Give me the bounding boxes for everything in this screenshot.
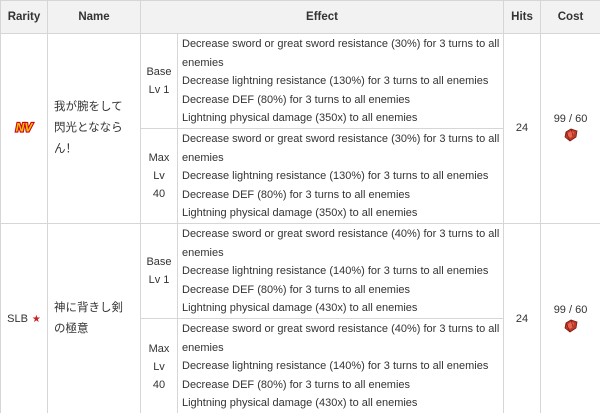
level-label: Max Lv 40 (140, 127, 178, 224)
svg-text:NV: NV (16, 120, 34, 134)
hits-header[interactable]: Hits (503, 0, 542, 34)
effect-line: Decrease sword or great sword resistance… (182, 132, 500, 164)
effect-line: Decrease DEF (80%) for 3 turns to all en… (182, 283, 411, 296)
rarity-badge: SLB ★ (7, 313, 41, 325)
cost-header[interactable]: Cost (540, 0, 600, 34)
level-label-line: Max (148, 342, 170, 355)
level-label-line: Max (148, 151, 170, 164)
table-row: Max Lv 40 Decrease sword or great sword … (1, 317, 600, 413)
hits-cell: 24 (503, 222, 542, 413)
effect-cell: Decrease sword or great sword resistance… (176, 33, 505, 129)
table-row: NV 我が腕をして閃光となならん！ Base Lv 1 Decrease swo… (0, 33, 600, 224)
cost-cell: 99 / 60 (540, 33, 600, 224)
level-label-line: Lv 1 (148, 273, 170, 286)
effect-line: Lightning physical damage (350x) to all … (182, 112, 418, 125)
rarity-cell: SLB ★ (0, 222, 48, 413)
table-row: Max Lv 40 Decrease sword or great sword … (1, 127, 600, 224)
effect-line: Decrease lightning resistance (130%) for… (182, 75, 489, 88)
hits-cell: 24 (503, 33, 542, 224)
skill-name: 我が腕をして閃光となならん！ (47, 33, 141, 224)
effect-cell: Decrease sword or great sword resistance… (176, 222, 505, 319)
effect-line: Decrease lightning resistance (140%) for… (182, 360, 489, 373)
level-label-line: Lv (153, 360, 165, 373)
effect-cell: Decrease sword or great sword resistance… (176, 317, 505, 413)
effect-line: Decrease DEF (80%) for 3 turns to all en… (182, 378, 411, 391)
crystal-gem-icon (563, 319, 579, 336)
effect-line: Lightning physical damage (430x) to all … (182, 302, 418, 315)
effect-line: Decrease lightning resistance (140%) for… (182, 265, 489, 278)
level-label-line: 40 (152, 378, 166, 391)
crystal-gem-icon (563, 128, 579, 145)
table-row: SLB ★ 神に背きし剣の極意 Base Lv 1 Decrease sword… (0, 222, 600, 413)
effect-line: Decrease sword or great sword resistance… (182, 322, 500, 354)
effect-line: Decrease DEF (80%) for 3 turns to all en… (182, 188, 411, 201)
header-row: Rarity Name Effect Hits Cost (0, 0, 600, 34)
level-label-line: Base (146, 255, 172, 268)
level-label: Base Lv 1 (140, 33, 178, 129)
effect-line: Lightning physical damage (430x) to all … (182, 397, 418, 410)
cost-cell: 99 / 60 (540, 222, 600, 413)
level-label: Base Lv 1 (140, 222, 178, 319)
level-label-line: 40 (152, 187, 166, 200)
level-label-line: Lv (153, 169, 165, 182)
rarity-cell: NV (0, 33, 48, 224)
effect-line: Decrease DEF (80%) for 3 turns to all en… (182, 93, 411, 106)
effect-header[interactable]: Effect (139, 0, 505, 34)
level-label-line: Lv 1 (148, 83, 170, 96)
rarity-label: SLB (7, 313, 28, 326)
effect-line: Decrease sword or great sword resistance… (182, 227, 500, 259)
star-icon: ★ (31, 313, 41, 325)
cost-value: 99 / 60 (553, 113, 588, 126)
effect-line: Decrease sword or great sword resistance… (182, 38, 500, 69)
effect-line: Decrease lightning resistance (130%) for… (182, 170, 489, 183)
level-label-line: Base (146, 65, 172, 78)
rarity-header[interactable]: Rarity (0, 0, 48, 34)
effect-line: Lightning physical damage (350x) to all … (182, 207, 418, 220)
name-header[interactable]: Name (47, 0, 141, 34)
level-label: Max Lv 40 (140, 317, 178, 413)
nv-badge-icon: NV (13, 119, 35, 137)
skill-name: 神に背きし剣の極意 (47, 222, 141, 413)
cost-value: 99 / 60 (553, 304, 588, 317)
effect-cell: Decrease sword or great sword resistance… (176, 127, 505, 224)
